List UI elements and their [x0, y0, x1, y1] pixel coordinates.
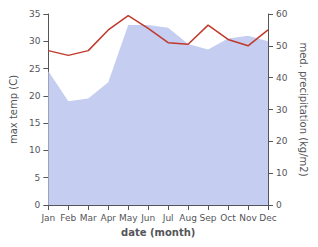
svg-text:Nov: Nov	[239, 213, 257, 223]
svg-text:0: 0	[276, 200, 282, 210]
svg-text:25: 25	[29, 64, 40, 74]
svg-text:Sep: Sep	[200, 213, 217, 223]
svg-text:35: 35	[29, 9, 40, 19]
svg-text:5: 5	[35, 173, 41, 183]
svg-text:50: 50	[276, 41, 288, 51]
svg-text:60: 60	[276, 9, 288, 19]
svg-text:20: 20	[29, 91, 41, 101]
svg-text:med. precipitation (kg/m2): med. precipitation (kg/m2)	[298, 42, 309, 176]
svg-text:date (month): date (month)	[121, 227, 195, 238]
svg-text:10: 10	[29, 145, 41, 155]
svg-text:Aug: Aug	[179, 213, 197, 223]
svg-text:Feb: Feb	[60, 213, 76, 223]
svg-text:Jun: Jun	[140, 213, 155, 223]
svg-text:30: 30	[276, 105, 288, 115]
svg-text:15: 15	[29, 118, 40, 128]
svg-text:max temp (C): max temp (C)	[8, 75, 19, 144]
svg-text:Oct: Oct	[220, 213, 236, 223]
svg-text:20: 20	[276, 136, 288, 146]
svg-text:Apr: Apr	[100, 213, 116, 223]
svg-text:40: 40	[276, 73, 288, 83]
svg-text:0: 0	[35, 200, 41, 210]
svg-text:Jul: Jul	[162, 213, 174, 223]
svg-text:30: 30	[29, 36, 41, 46]
svg-text:Jan: Jan	[40, 213, 55, 223]
svg-text:Mar: Mar	[80, 213, 97, 223]
svg-text:May: May	[119, 213, 138, 223]
svg-text:10: 10	[276, 168, 288, 178]
svg-text:Dec: Dec	[259, 213, 276, 223]
